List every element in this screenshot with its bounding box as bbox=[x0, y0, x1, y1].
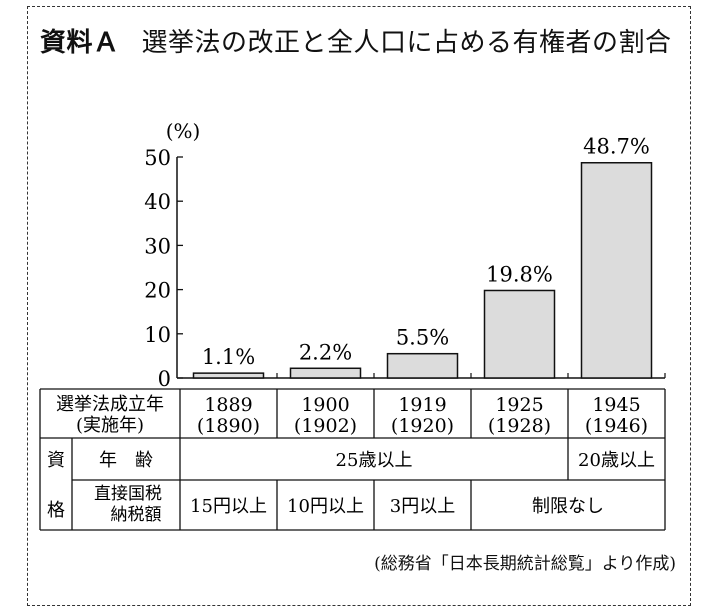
year-cell: 1945 bbox=[592, 394, 640, 416]
tax-value: 制限なし bbox=[532, 496, 604, 517]
y-tick-label: 50 bbox=[144, 146, 171, 170]
qualification-label: 格 bbox=[47, 500, 65, 521]
bar-1900 bbox=[289, 367, 362, 379]
bar-value-label: 19.8% bbox=[486, 262, 553, 286]
y-axis-title: (%) bbox=[166, 119, 201, 143]
bar-value-label: 1.1% bbox=[202, 345, 255, 369]
age-row-label: 年 齢 bbox=[99, 450, 153, 471]
bar-value-label: 5.5% bbox=[396, 326, 449, 350]
figure-frame bbox=[27, 6, 691, 606]
age-value-25: 25歳以上 bbox=[336, 450, 413, 471]
row-header-law-sub: (実施年) bbox=[76, 415, 144, 436]
tax-value: 3円以上 bbox=[390, 496, 455, 517]
bar-1889 bbox=[192, 372, 265, 379]
bar-1925 bbox=[483, 289, 556, 379]
tax-row-label-sub: 納税額 bbox=[111, 505, 162, 525]
bar-value-label: 2.2% bbox=[299, 340, 352, 364]
y-tick-label: 20 bbox=[144, 279, 171, 303]
year-cell: 1889 bbox=[204, 394, 252, 416]
tax-row-label: 直接国税 bbox=[94, 484, 162, 504]
tax-value: 10円以上 bbox=[287, 496, 364, 517]
year-cell-sub: (1928) bbox=[488, 415, 551, 437]
row-header-law: 選挙法成立年 bbox=[56, 394, 164, 415]
figure-label: 資料Ａ bbox=[40, 28, 120, 58]
bar-value-label: 48.7% bbox=[583, 135, 650, 159]
year-cell: 1900 bbox=[301, 394, 349, 416]
source-note: (総務省「日本長期統計総覧」より作成) bbox=[374, 554, 676, 574]
y-tick-label: 30 bbox=[144, 234, 171, 258]
year-cell: 1919 bbox=[398, 394, 446, 416]
year-cell: 1925 bbox=[495, 394, 543, 416]
y-tick-label: 40 bbox=[144, 190, 171, 214]
bar-1945 bbox=[580, 161, 653, 379]
tax-value: 15円以上 bbox=[190, 496, 267, 517]
age-value-20: 20歳以上 bbox=[578, 450, 655, 471]
year-cell-sub: (1946) bbox=[585, 415, 648, 437]
bar-1919 bbox=[386, 352, 459, 379]
figure-title: 資料Ａ 選挙法の改正と全人口に占める有権者の割合 bbox=[40, 18, 700, 68]
qualification-label: 資 bbox=[47, 450, 65, 471]
y-tick-label: 0 bbox=[158, 367, 171, 391]
figure-title-text: 選挙法の改正と全人口に占める有権者の割合 bbox=[141, 28, 672, 58]
year-cell-sub: (1890) bbox=[197, 415, 260, 437]
year-cell-sub: (1902) bbox=[294, 415, 357, 437]
year-cell-sub: (1920) bbox=[391, 415, 454, 437]
y-tick-label: 10 bbox=[144, 323, 171, 347]
